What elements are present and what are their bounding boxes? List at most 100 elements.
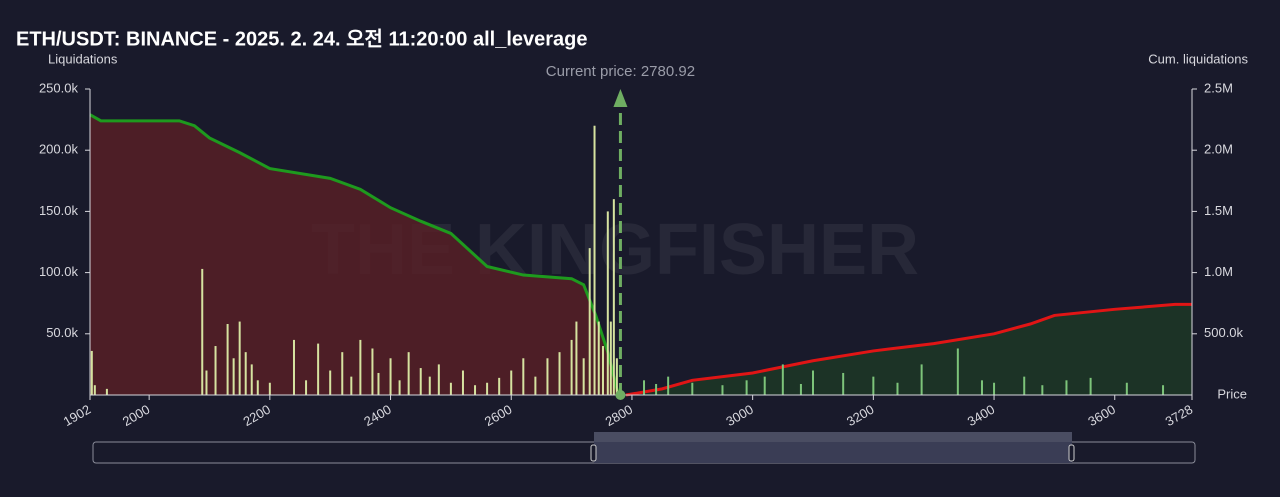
y-axis-title: Liquidations: [48, 51, 118, 66]
range-selection[interactable]: [594, 442, 1072, 463]
bar: [575, 321, 578, 395]
bar: [896, 382, 899, 395]
bar: [522, 358, 525, 395]
x-axis-title: Price: [1217, 386, 1247, 401]
bar: [546, 358, 549, 395]
x-tick-label: 2600: [482, 402, 515, 429]
chart-title: ETH/USDT: BINANCE - 2025. 2. 24. 오전 11:2…: [16, 27, 588, 50]
bar: [691, 382, 694, 395]
bar: [593, 125, 596, 395]
bar: [93, 385, 96, 395]
x-tick-label: 3728: [1163, 402, 1196, 429]
bar: [781, 364, 784, 395]
bar: [558, 352, 561, 395]
current-price-arrow: [613, 89, 628, 107]
current-price-marker: [615, 390, 626, 400]
bar: [377, 372, 380, 395]
bar: [428, 376, 431, 395]
bar: [419, 368, 422, 395]
bar: [1089, 377, 1092, 395]
bar: [359, 339, 362, 395]
bar: [606, 211, 609, 395]
bar: [597, 321, 600, 395]
bar: [90, 350, 93, 395]
bar: [250, 364, 253, 395]
bar: [582, 358, 585, 395]
bar: [329, 370, 332, 395]
bar: [609, 321, 612, 395]
bar: [268, 382, 271, 395]
range-grip[interactable]: [594, 432, 1072, 442]
bar: [474, 385, 477, 395]
bar: [244, 352, 247, 395]
y-tick-label: 150.0k: [39, 203, 79, 218]
bar: [534, 376, 537, 395]
bar: [612, 199, 615, 395]
bar: [570, 339, 573, 395]
range-handle[interactable]: [590, 444, 597, 462]
y-tick-label: 100.0k: [39, 264, 79, 279]
bar: [371, 348, 374, 395]
y2-axis-title: Cum. liquidations: [1148, 51, 1248, 66]
x-tick-label: 2400: [361, 402, 394, 429]
y-tick-label: 200.0k: [39, 142, 79, 157]
x-tick-label: 2800: [603, 402, 636, 429]
bar: [980, 380, 983, 395]
y2-tick-label: 500.0k: [1204, 325, 1244, 340]
bar: [232, 358, 235, 395]
y2-tick-label: 1.0M: [1204, 264, 1233, 279]
bar: [226, 324, 229, 395]
bar: [842, 372, 845, 395]
bar: [214, 346, 217, 395]
bar: [1162, 385, 1165, 395]
bar: [745, 380, 748, 395]
bar: [498, 377, 501, 395]
bar: [643, 380, 646, 395]
bar: [799, 383, 802, 395]
bar: [317, 343, 320, 395]
bar: [292, 339, 295, 395]
bar: [341, 352, 344, 395]
bar: [811, 370, 814, 395]
x-tick-label: 2200: [241, 402, 274, 429]
bar: [956, 348, 959, 395]
bar: [205, 370, 208, 395]
y2-tick-label: 2.5M: [1204, 80, 1233, 95]
bar: [389, 358, 392, 395]
x-tick-label: 3200: [844, 402, 877, 429]
bar: [601, 346, 604, 395]
bar: [1041, 385, 1044, 395]
bar: [721, 385, 724, 395]
bar: [655, 383, 658, 395]
bar: [763, 376, 766, 395]
x-tick-label: 3400: [965, 402, 998, 429]
bar: [510, 370, 513, 395]
bar: [1125, 382, 1128, 395]
y-tick-label: 250.0k: [39, 80, 79, 95]
bar: [238, 321, 241, 395]
bar: [437, 364, 440, 395]
bar: [305, 380, 308, 395]
y2-tick-label: 1.5M: [1204, 203, 1233, 218]
bar: [256, 380, 259, 395]
x-tick-label: 2000: [120, 402, 153, 429]
bar: [449, 382, 452, 395]
bar: [872, 376, 875, 395]
bar: [920, 364, 923, 395]
bar: [201, 268, 204, 395]
bar: [667, 376, 670, 395]
bar: [105, 388, 108, 395]
bar: [461, 370, 464, 395]
bar: [398, 380, 401, 395]
bar: [615, 358, 618, 395]
bar: [350, 376, 353, 395]
y2-tick-label: 2.0M: [1204, 142, 1233, 157]
cumulative-area: [90, 114, 620, 395]
range-handle[interactable]: [1068, 444, 1075, 462]
bar: [993, 382, 996, 395]
x-tick-label: 3000: [723, 402, 756, 429]
y-tick-label: 50.0k: [46, 325, 78, 340]
bar: [1065, 380, 1068, 395]
